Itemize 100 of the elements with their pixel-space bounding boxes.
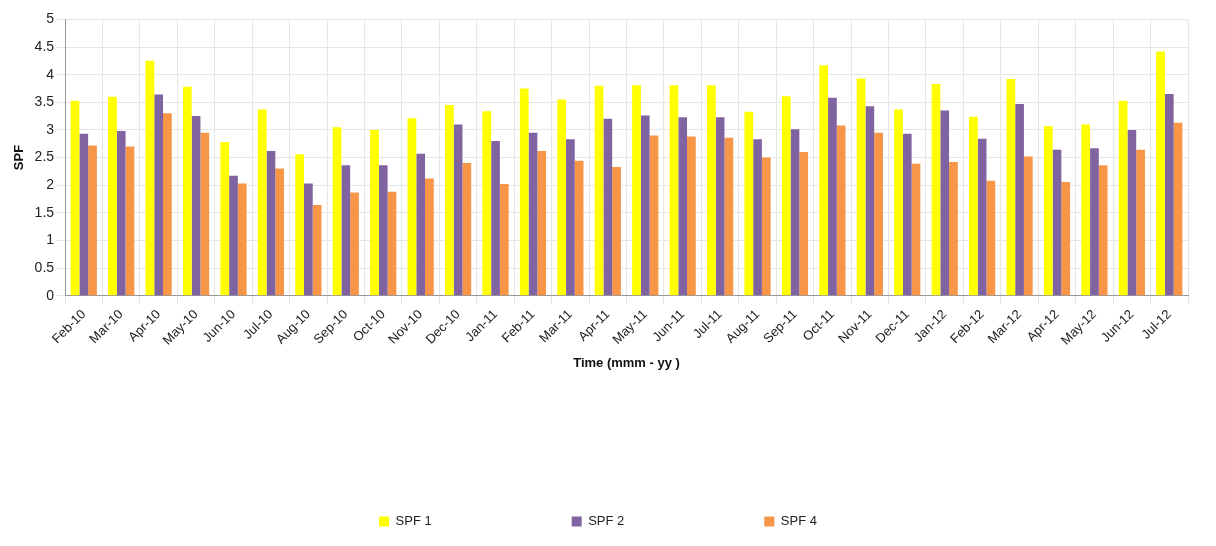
bar [200,132,210,296]
bar [687,136,696,296]
bar [753,139,762,296]
bar [237,183,247,296]
bar [88,145,97,296]
bar [519,88,529,296]
y-tick-label: 0.5 [34,258,55,275]
bar [70,100,80,296]
bar [1006,79,1016,296]
bar [378,165,388,296]
bar [1015,103,1024,296]
bar [266,150,276,296]
bar [678,117,688,296]
bar [229,175,238,296]
bar [1118,100,1128,296]
y-tick-label: 1 [46,231,55,248]
bar [275,168,285,296]
bar [931,84,941,296]
bar [108,96,117,296]
bar [499,184,509,296]
bar [1061,181,1071,296]
bar [182,86,192,296]
legend-label: SPF 4 [780,513,817,529]
bar [145,60,155,296]
bar [1156,51,1165,296]
bar [312,205,322,296]
bar [491,140,500,296]
bar [1052,149,1062,296]
y-tick-label: 5 [46,10,55,27]
bar [220,142,230,296]
bar [911,163,921,296]
bar [370,129,379,296]
bar [332,127,342,296]
bar [707,85,716,296]
bar [537,150,547,296]
bar [949,161,958,296]
bar [799,152,809,296]
y-tick-label: 2.5 [34,148,55,165]
bar [894,109,903,296]
bar [761,157,771,296]
bar [781,96,791,296]
y-tick-label: 0 [46,286,55,303]
bar [836,125,846,296]
bar [574,160,584,296]
y-tick-label: 4.5 [34,37,55,54]
bar [462,163,472,296]
y-tick-label: 3 [46,120,55,137]
bar [125,146,135,296]
bar [724,137,734,296]
y-tick-label: 2 [46,176,55,193]
y-axis-title: SPF [11,144,27,171]
bar [341,165,351,296]
bar [154,94,164,296]
bar [295,154,304,296]
bar [640,115,650,296]
bar [977,138,987,296]
bar [557,99,567,296]
y-tick-label: 3.5 [34,93,55,110]
bar [163,113,172,296]
bar [416,153,426,296]
legend-label: SPF 1 [395,513,432,529]
bar [865,106,875,296]
bar [407,118,417,296]
bar [603,118,613,296]
bar [1173,122,1183,296]
bar [940,110,950,296]
bar [856,78,866,296]
bar [902,133,912,296]
bar [1043,126,1053,296]
bar [715,117,725,296]
bar [116,131,126,296]
bar [350,192,359,296]
bar [612,166,621,296]
x-axis-title: Time (mmm - yy ) [573,354,680,370]
bar [1136,149,1145,296]
bar [874,132,883,296]
bar [79,133,89,296]
bar [425,178,434,296]
bar [528,132,538,296]
bar [191,116,201,296]
bar [594,85,604,296]
bar [482,111,492,296]
legend-label: SPF 2 [588,513,625,529]
bar [986,180,996,296]
bar [1090,148,1099,296]
y-tick-label: 1.5 [34,203,55,220]
bar [1098,165,1108,296]
bar [1164,94,1174,296]
bar [969,116,978,296]
y-tick-label: 4 [46,65,55,82]
bar [1023,156,1033,296]
bar [828,97,837,296]
bar [1127,129,1137,296]
bar [444,105,454,296]
bar [744,111,754,296]
bar [257,109,267,296]
bar [1081,124,1091,296]
bar [387,191,397,296]
bar [304,183,313,296]
bar [669,85,679,296]
